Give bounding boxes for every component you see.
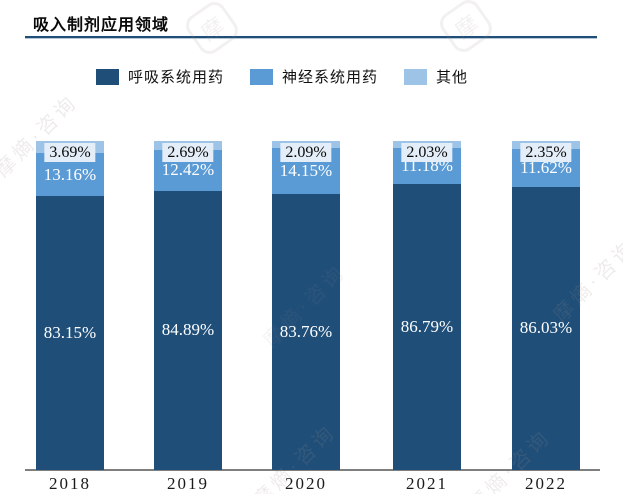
x-axis-label: 2018	[49, 474, 91, 493]
segment-label-respiratory: 83.76%	[279, 322, 333, 342]
legend-item: 神经系统用药	[250, 66, 378, 87]
segment-label-respiratory: 86.79%	[400, 317, 454, 337]
legend-swatch-icon	[404, 68, 428, 85]
segment-label-respiratory: 84.89%	[161, 320, 215, 340]
title-underline	[25, 36, 597, 39]
segment-label-nervous: 12.42%	[161, 160, 215, 180]
bar-segment-respiratory: 84.89%	[154, 190, 222, 470]
x-axis-label: 2020	[285, 474, 327, 493]
x-axis-label: 2022	[525, 474, 567, 493]
legend-label: 其他	[436, 70, 469, 86]
segment-label-nervous: 13.16%	[43, 164, 97, 184]
x-axis-line	[25, 469, 600, 471]
bar-group: 13.16% 83.15% 3.69%	[36, 141, 104, 470]
legend-swatch-icon	[96, 68, 119, 85]
bar-segment-respiratory: 86.03%	[512, 186, 580, 470]
legend: 呼吸系统用药 神经系统用药 其他	[96, 66, 468, 87]
bar-group: 11.18% 86.79% 2.03%	[393, 141, 461, 470]
legend-item: 呼吸系统用药	[96, 66, 224, 87]
segment-label-nervous: 11.62%	[520, 157, 572, 177]
segment-label-nervous: 14.15%	[279, 161, 333, 181]
x-axis-label: 2021	[406, 474, 448, 493]
legend-item: 其他	[404, 66, 468, 87]
segment-label-other: 2.69%	[162, 143, 214, 162]
segment-label-other: 2.03%	[401, 143, 453, 162]
segment-label-other: 2.09%	[280, 143, 332, 162]
bar-segment-respiratory: 86.79%	[393, 184, 461, 470]
segment-label-respiratory: 83.15%	[43, 323, 97, 343]
bar-group: 14.15% 83.76% 2.09%	[272, 141, 340, 470]
bar-group: 12.42% 84.89% 2.69%	[154, 141, 222, 470]
bar-segment-respiratory: 83.76%	[272, 194, 340, 470]
page-title: 吸入制剂应用领域	[33, 17, 170, 34]
legend-swatch-icon	[250, 68, 274, 85]
legend-label: 神经系统用药	[282, 70, 379, 86]
legend-label: 呼吸系统用药	[128, 70, 225, 86]
x-axis-label: 2019	[167, 474, 209, 493]
bar-segment-respiratory: 83.15%	[36, 196, 104, 470]
bar-group: 11.62% 86.03% 2.35%	[512, 141, 580, 470]
segment-label-respiratory: 86.03%	[519, 318, 573, 338]
segment-label-other: 2.35%	[520, 143, 572, 162]
segment-label-other: 3.69%	[44, 143, 96, 162]
